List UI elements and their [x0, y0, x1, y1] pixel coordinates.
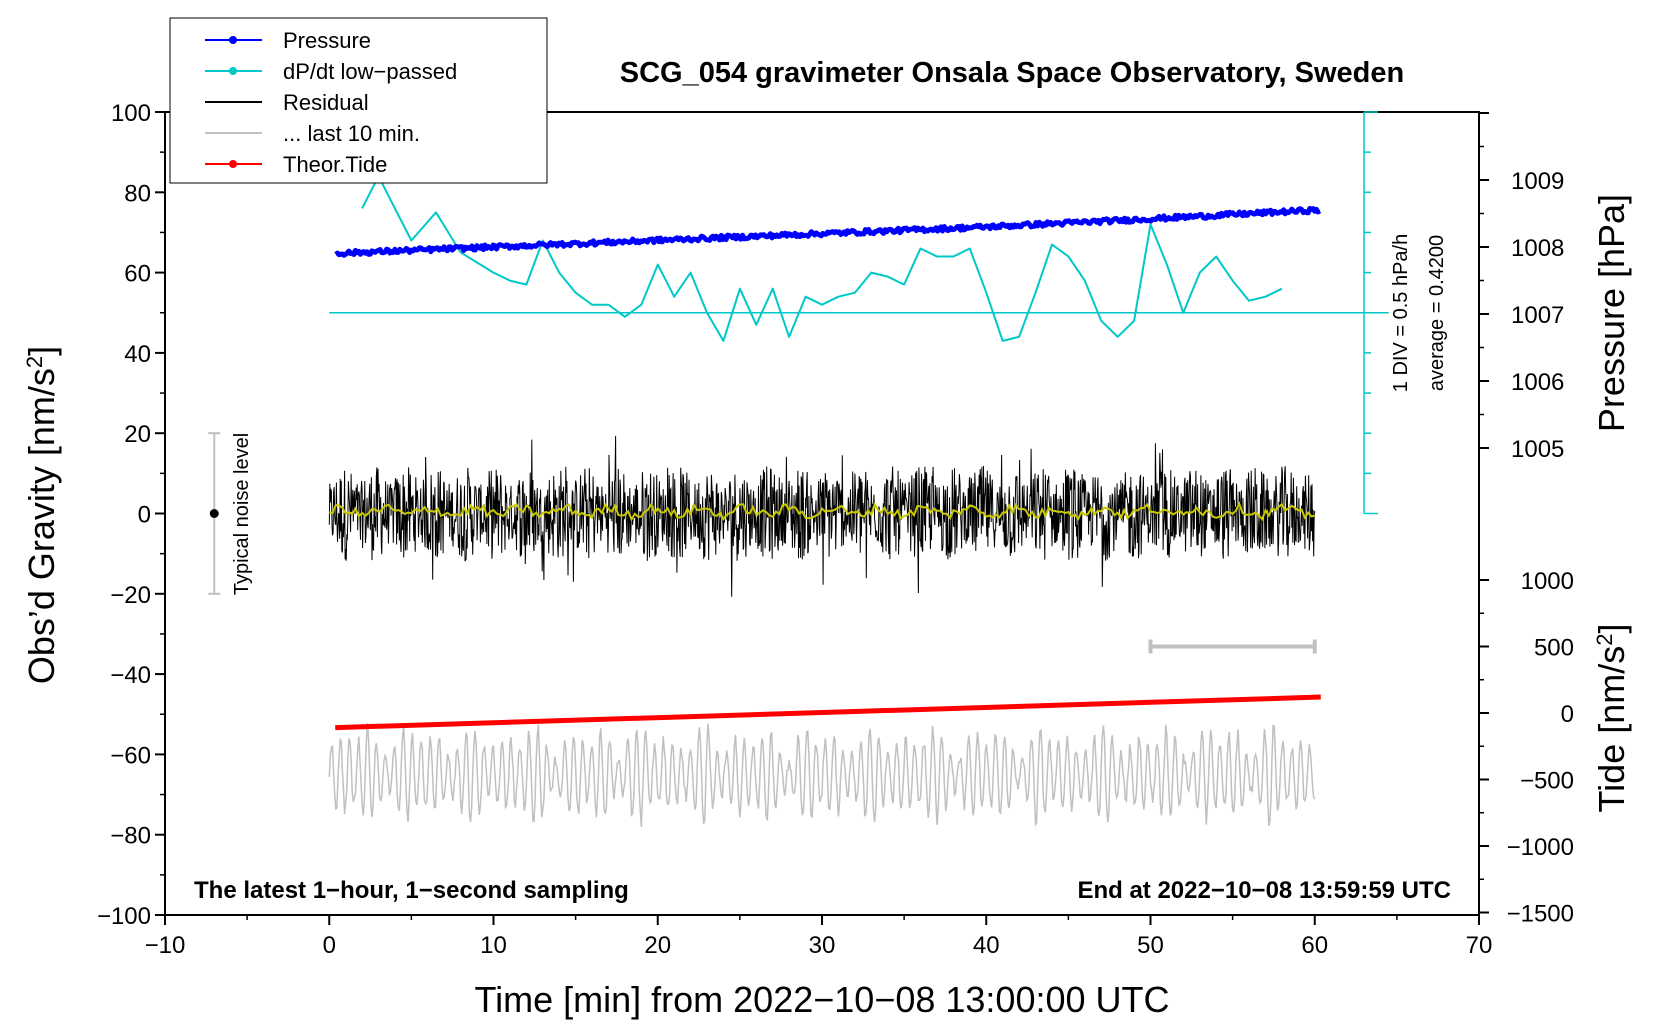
y-tick-label: 40	[124, 341, 151, 368]
residual-series	[328, 435, 1316, 597]
pressure-tick-label: 1008	[1511, 235, 1564, 262]
legend-label-residual: Residual	[283, 90, 369, 115]
tide-tick-label: 500	[1534, 635, 1574, 662]
y-axis-label-left-main: Obs’d Gravity [nm/s	[21, 368, 62, 684]
legend: Pressure dP/dt low−passed Residual ... l…	[169, 17, 548, 184]
x-axis-label: Time [min] from 2022−10−08 13:00:00 UTC	[474, 979, 1169, 1020]
series	[328, 111, 1389, 828]
x-tick-label: 0	[323, 932, 336, 959]
noise-bar-center	[209, 509, 219, 518]
scale-average-label: average = 0.4200	[1426, 235, 1448, 391]
x-tick-label: 60	[1301, 932, 1328, 959]
legend-box	[169, 17, 548, 184]
axes: −10 0 10 20 30 40 50 60 70100806040200−20−40−60−…	[97, 100, 1574, 959]
x-tick-label: 70	[1466, 932, 1493, 959]
legend-label-dpdt: dP/dt low−passed	[283, 59, 457, 84]
y-axis-label-pressure: Pressure [hPa]	[1591, 194, 1632, 432]
y-axis-label-tide-sup: 2	[1592, 634, 1617, 646]
tide-tick-label: −1500	[1507, 901, 1574, 928]
y-axis-label-tide-main: Tide [nm/s	[1591, 646, 1632, 813]
x-tick-label: 10	[480, 932, 507, 959]
bottom-left-note: The latest 1−hour, 1−second sampling	[194, 877, 629, 904]
x-tick-label: 20	[644, 932, 671, 959]
pressure-series	[334, 205, 1322, 258]
y-tick-label: 80	[124, 180, 151, 207]
legend-label-last10: ... last 10 min.	[283, 121, 420, 146]
pressure-tick-label: 1005	[1511, 436, 1564, 463]
x-tick-label: 30	[809, 932, 836, 959]
y-tick-label: 0	[138, 502, 151, 529]
tide-tick-label: −1000	[1507, 834, 1574, 861]
y-axis-label-left-sup: 2	[22, 356, 47, 368]
x-tick-label: −10	[145, 932, 186, 959]
tide-tick-label: 0	[1561, 701, 1574, 728]
tide-tick-label: 1000	[1521, 568, 1574, 595]
y-tick-label: 100	[111, 100, 151, 127]
legend-swatch-marker	[229, 67, 237, 75]
legend-swatch-marker	[229, 160, 237, 168]
y-tick-label: −80	[110, 823, 151, 850]
y-tick-label: −60	[110, 742, 151, 769]
legend-swatch-marker	[229, 36, 237, 44]
y-axis-label-tide-close: ]	[1591, 624, 1632, 634]
bottom-right-note: End at 2022−10−08 13:59:59 UTC	[1077, 877, 1451, 904]
dpdt-series	[361, 175, 1283, 342]
y-tick-label: −40	[110, 662, 151, 689]
chart-title: SCG_054 gravimeter Onsala Space Observat…	[620, 57, 1404, 89]
y-axis-label-tide: Tide [nm/s2]	[1591, 624, 1632, 813]
pressure-tick-label: 1009	[1511, 168, 1564, 195]
y-tick-label: −20	[110, 582, 151, 609]
x-tick-label: 40	[973, 932, 1000, 959]
pressure-tick-label: 1006	[1511, 369, 1564, 396]
residual-lowpass-series	[329, 500, 1316, 522]
y-axis-label-left-close: ]	[21, 346, 62, 356]
pressure-tick-label: 1007	[1511, 302, 1564, 329]
annotations	[208, 432, 1317, 654]
noise-level-label: Typical noise level	[231, 433, 253, 595]
scale-div-label: 1 DIV = 0.5 hPa/h	[1390, 234, 1412, 392]
y-axis-label-left: Obs’d Gravity [nm/s2]	[21, 346, 62, 684]
x-tick-label: 50	[1137, 932, 1164, 959]
tide-tick-label: −500	[1520, 768, 1574, 795]
y-tick-label: 60	[124, 261, 151, 288]
legend-label-tide: Theor.Tide	[283, 152, 387, 177]
tide-series	[335, 694, 1321, 731]
y-tick-label: 20	[124, 421, 151, 448]
y-tick-label: −100	[97, 903, 151, 930]
last-10min-series	[328, 723, 1316, 828]
legend-label-pressure: Pressure	[283, 28, 371, 53]
